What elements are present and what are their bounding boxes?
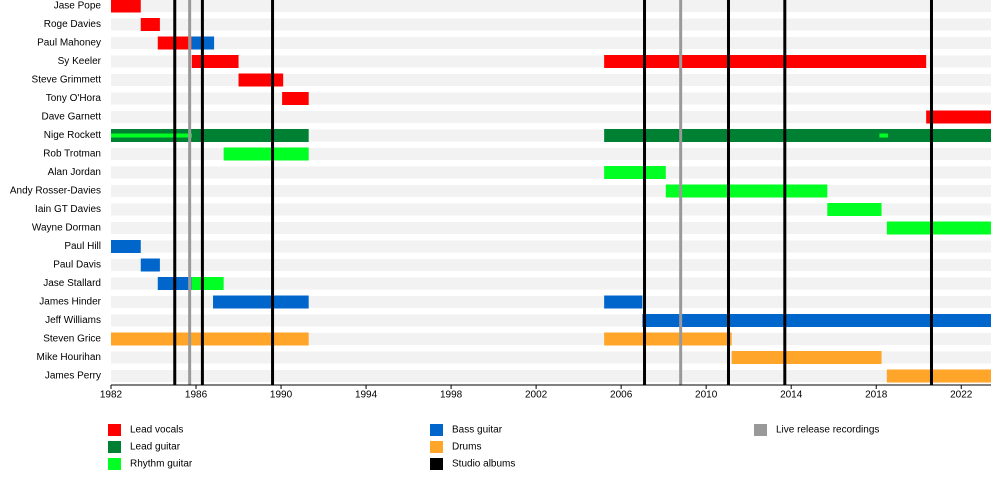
x-tick-label: 2006	[610, 390, 633, 401]
legend-label: Studio albums	[452, 459, 515, 470]
row-stripe	[111, 18, 991, 31]
legend-swatch	[430, 424, 443, 436]
member-label: Paul Davis	[53, 260, 101, 271]
legend-label: Lead guitar	[130, 442, 181, 453]
member-bar	[111, 133, 192, 138]
legend-swatch	[108, 458, 121, 470]
row-stripe	[111, 203, 991, 216]
member-label: Wayne Dorman	[32, 223, 101, 234]
x-tick-label: 1982	[100, 390, 123, 401]
x-tick-label: 1986	[185, 390, 208, 401]
member-label: Dave Garnett	[42, 112, 102, 123]
x-tick-label: 2010	[695, 390, 718, 401]
member-bar	[140, 258, 160, 272]
member-bar	[731, 351, 882, 364]
member-bar	[886, 369, 991, 383]
row-stripe	[111, 333, 991, 345]
member-label: Jeff Williams	[45, 315, 101, 326]
member-bar	[223, 147, 309, 161]
member-label: Steve Grimmett	[32, 75, 102, 86]
member-label: James Perry	[45, 371, 101, 382]
member-bar	[111, 240, 141, 253]
legend-label: Drums	[452, 442, 481, 453]
member-bar	[282, 92, 309, 105]
row-stripe	[111, 370, 991, 382]
x-tick-label: 2018	[865, 390, 888, 401]
member-bar	[604, 129, 991, 142]
row-stripe	[111, 37, 991, 49]
member-label: Alan Jordan	[48, 167, 101, 178]
member-label: Sy Keeler	[58, 56, 102, 67]
member-label: Andy Rosser-Davies	[10, 186, 101, 197]
member-label: Jase Stallard	[43, 278, 101, 289]
legend-swatch	[108, 441, 121, 453]
member-bar	[604, 295, 643, 309]
member-label: Paul Hill	[64, 241, 101, 252]
member-bar	[827, 203, 882, 216]
member-bar	[213, 295, 309, 309]
member-label: Steven Grice	[43, 334, 101, 345]
legend-swatch	[430, 441, 443, 453]
row-stripe	[111, 148, 991, 160]
x-tick-label: 1994	[355, 390, 378, 401]
legend-label: Live release recordings	[776, 425, 879, 436]
row-stripe	[111, 185, 991, 197]
member-bar	[191, 277, 224, 290]
x-tick-label: 1998	[440, 390, 463, 401]
member-bar	[926, 110, 991, 124]
member-bar	[604, 332, 732, 346]
member-bar	[111, 129, 309, 142]
x-tick-label: 2022	[950, 390, 973, 401]
row-stripe	[111, 259, 991, 271]
x-tick-label: 2014	[780, 390, 803, 401]
member-label: Jase Pope	[54, 1, 102, 12]
x-tick-label: 1990	[270, 390, 293, 401]
legend-label: Bass guitar	[452, 425, 503, 436]
legend-swatch	[430, 458, 443, 470]
member-bar	[604, 166, 666, 179]
member-label: Iain GT Davies	[35, 204, 101, 215]
row-stripe	[111, 240, 991, 253]
member-bar	[238, 73, 284, 87]
member-bar	[604, 55, 927, 68]
x-tick-label: 2002	[525, 390, 548, 401]
member-bar	[111, 332, 309, 346]
member-bar	[879, 133, 888, 138]
legend-swatch	[754, 424, 767, 436]
row-stripe	[111, 296, 991, 308]
legend-label: Rhythm guitar	[130, 459, 193, 470]
member-label: Nige Rockett	[44, 130, 101, 141]
member-label: Mike Hourihan	[37, 352, 101, 363]
row-stripe	[111, 166, 991, 179]
row-stripe	[111, 111, 991, 123]
legend-swatch	[108, 424, 121, 436]
member-bar	[642, 314, 991, 327]
member-label: Rob Trotman	[43, 149, 101, 160]
row-stripe	[111, 277, 991, 290]
row-stripe	[111, 0, 991, 12]
member-label: Roge Davies	[44, 19, 101, 30]
member-bar	[665, 184, 828, 198]
legend-label: Lead vocals	[130, 425, 183, 436]
member-bar	[191, 55, 239, 68]
row-stripe	[111, 222, 991, 234]
member-label: James Hinder	[39, 297, 101, 308]
member-bar	[886, 221, 991, 235]
member-bar	[140, 18, 160, 31]
member-label: Paul Mahoney	[37, 38, 101, 49]
row-stripe	[111, 92, 991, 105]
member-bar	[111, 0, 141, 13]
row-stripe	[111, 74, 991, 86]
member-label: Tony O'Hora	[46, 93, 102, 104]
